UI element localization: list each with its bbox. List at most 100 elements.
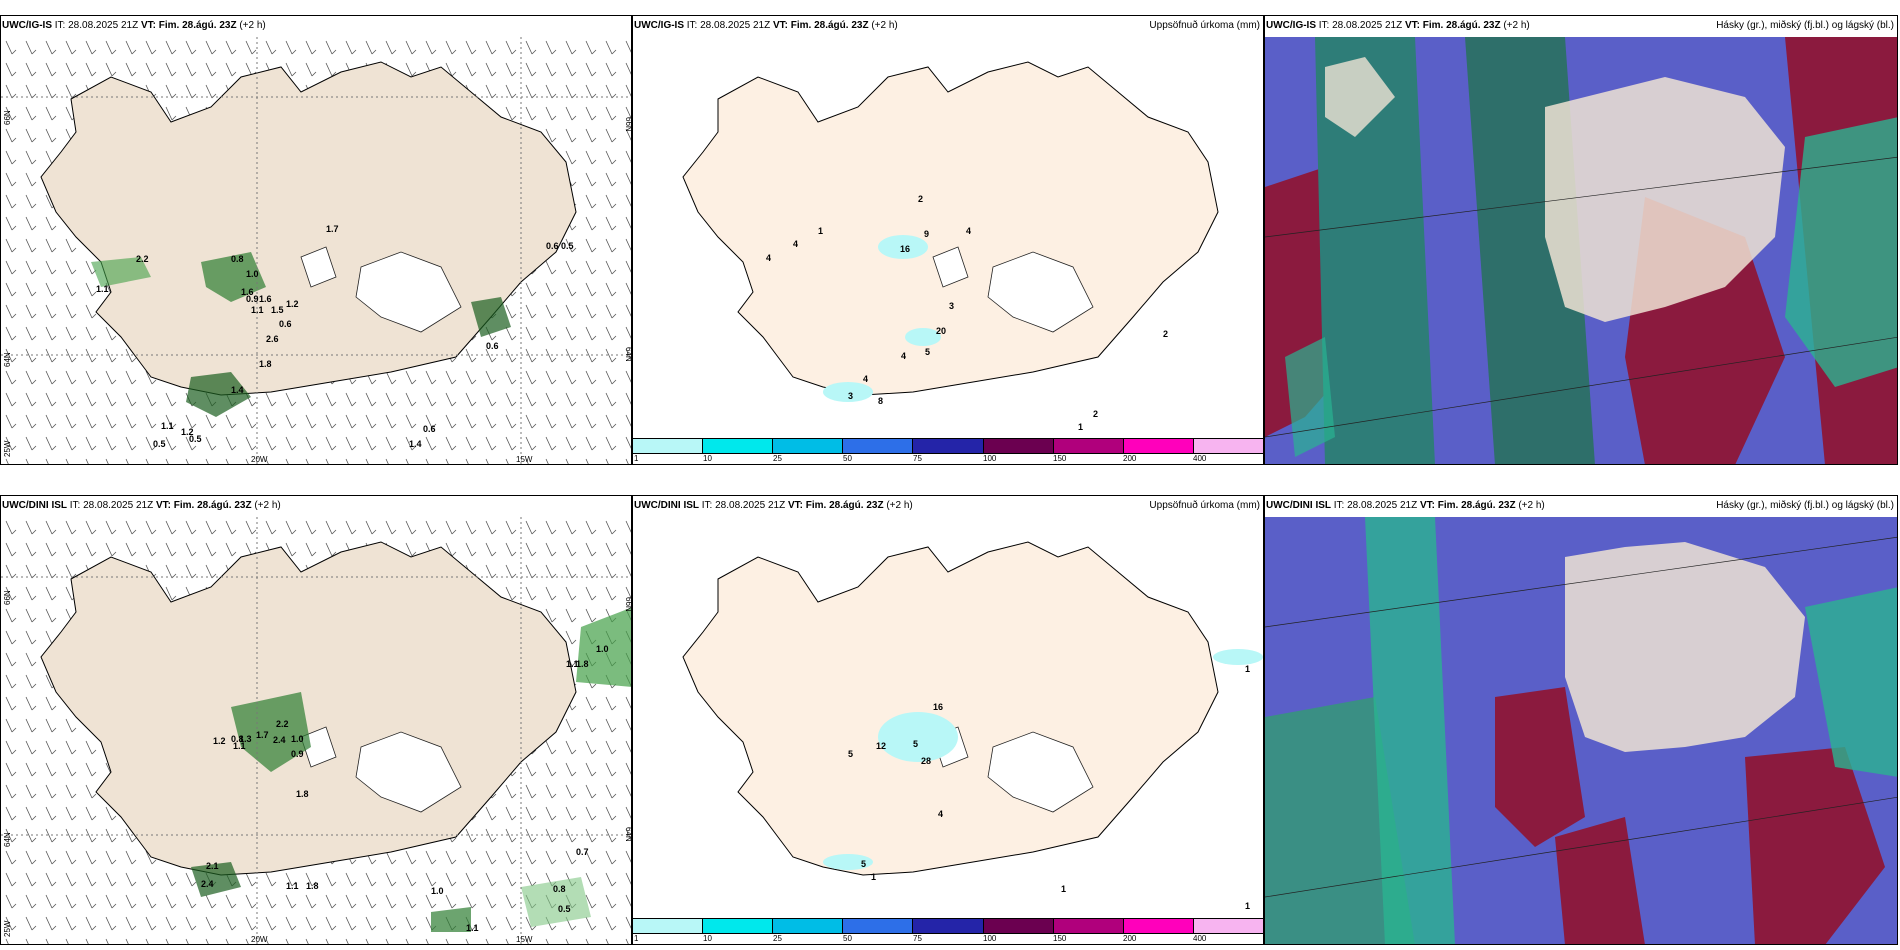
precip-label: 3 (949, 301, 954, 311)
precip-label: 1 (818, 226, 823, 236)
precip-label: 9 (924, 229, 929, 239)
glacier (987, 251, 1094, 333)
precip-label: 4 (966, 226, 971, 236)
wind-label: 2.4 (273, 735, 286, 745)
lon-label: 20W (251, 455, 268, 464)
colorbar-label: 10 (703, 934, 712, 943)
lat-label: 64N (3, 832, 12, 847)
cloud-map-panel-row1: UWC/IG-IS IT: 28.08.2025 21Z VT: Fim. 28… (1264, 15, 1898, 465)
precip-label: 5 (913, 739, 918, 749)
precip-label: 20 (936, 326, 946, 336)
colorbar-swatch (843, 439, 914, 453)
colorbar-label: 100 (983, 454, 997, 463)
lat-label: 66N (624, 117, 632, 132)
wind-label: 0.6 (486, 341, 499, 351)
precip-legend-title: Uppsöfnuð úrkoma (mm) (1149, 500, 1260, 511)
wind-label: 2.2 (136, 254, 149, 264)
wind-label: 1.8 (259, 359, 272, 369)
wind-label: 0.6 (423, 424, 436, 434)
precip-label: 16 (933, 702, 943, 712)
wind-label: 0.5 (189, 434, 202, 444)
wind-map-panel-row2: UWC/DINI ISL IT: 28.08.2025 21Z VT: Fim.… (0, 495, 632, 945)
wind-label: 2.4 (201, 879, 214, 889)
precip-label: 1 (1245, 664, 1250, 674)
lon-label: 20W (251, 935, 268, 944)
wind-label: 2.1 (206, 861, 219, 871)
wind-label: 1.4 (231, 385, 244, 395)
precip-label: 1 (1061, 884, 1066, 894)
wind-label: 1.7 (326, 224, 339, 234)
colorbar-label: 10 (703, 454, 712, 463)
iceland-land (682, 61, 1219, 396)
precip-label: 2 (918, 194, 923, 204)
precip-label: 2 (1163, 329, 1168, 339)
colorbar-label: 75 (913, 454, 922, 463)
glacier (355, 731, 462, 813)
precip-label: 5 (861, 859, 866, 869)
wind-label: 1.2 (213, 736, 226, 746)
colorbar-swatch (913, 919, 984, 933)
panel-title: UWC/IG-IS IT: 28.08.2025 21Z VT: Fim. 28… (634, 20, 898, 31)
colorbar-swatch (843, 919, 914, 933)
wind-label: 1.1 (566, 659, 579, 669)
precip-label: 12 (876, 741, 886, 751)
colorbar-swatch (983, 919, 1054, 933)
wind-label: 0.8 (231, 254, 244, 264)
colorbar-swatch (773, 919, 844, 933)
precip-blob (201, 252, 266, 302)
precip-colorbar (633, 918, 1263, 934)
precip-label: 4 (793, 239, 798, 249)
precip-label: 5 (925, 347, 930, 357)
precip-map-panel-row2: UWC/DINI ISL IT: 28.08.2025 21Z VT: Fim.… (632, 495, 1264, 945)
wind-label: 1.1 (161, 421, 174, 431)
colorbar-label: 25 (773, 454, 782, 463)
wind-label: 0.5 (558, 904, 571, 914)
wind-label: 1.1 (233, 741, 246, 751)
panel-title: UWC/DINI ISL IT: 28.08.2025 21Z VT: Fim.… (2, 500, 281, 511)
wind-label: 1.5 (271, 305, 284, 315)
lat-label: 64N (3, 352, 12, 367)
precip-label: 4 (938, 809, 943, 819)
wind-label: 0.9 (246, 294, 259, 304)
colorbar-label: 200 (1123, 454, 1137, 463)
precip-legend-title: Uppsöfnuð úrkoma (mm) (1149, 20, 1260, 31)
precip-blob (186, 372, 251, 417)
glacier (355, 251, 462, 333)
wind-label: 1.4 (409, 439, 422, 449)
cloud-legend-title: Hásky (gr.), miðský (fj.bl.) og lágský (… (1716, 20, 1894, 31)
wind-label: 1.6 (241, 287, 254, 297)
colorbar-label: 25 (773, 934, 782, 943)
colorbar-label: 50 (843, 934, 852, 943)
colorbar-swatch (913, 439, 984, 453)
colorbar-swatch (633, 919, 704, 933)
wind-label: 2.6 (266, 334, 279, 344)
colorbar-swatch (1123, 919, 1194, 933)
iceland-land (682, 541, 1219, 876)
wind-label: 1.8 (296, 789, 309, 799)
panel-title: UWC/IG-IS IT: 28.08.2025 21Z VT: Fim. 28… (1266, 20, 1530, 31)
lat-label: 25W (3, 920, 12, 937)
panel-title: UWC/DINI ISL IT: 28.08.2025 21Z VT: Fim.… (634, 500, 913, 511)
glacier (300, 246, 337, 288)
glacier (987, 731, 1094, 813)
wind-label: 1.1 (286, 881, 299, 891)
wind-label: 0.6 (279, 319, 292, 329)
wind-label: 0.7 (576, 847, 589, 857)
precip-label: 3 (848, 391, 853, 401)
wind-label: 1.6 (259, 294, 272, 304)
colorbar-swatch (1123, 439, 1194, 453)
wind-label: 1.2 (181, 427, 194, 437)
precip-label: 8 (878, 396, 883, 406)
glacier (932, 246, 969, 288)
colorbar-label: 100 (983, 934, 997, 943)
wind-label: 0.9 (291, 749, 304, 759)
precip-label: 4 (766, 253, 771, 263)
precip-label: 4 (901, 351, 906, 361)
precip-blob (191, 862, 241, 897)
wind-label: 1.8 (576, 659, 589, 669)
wind-label: 1.0 (596, 644, 609, 654)
precip-blob (521, 877, 591, 927)
precip-label: 1 (1078, 422, 1083, 432)
colorbar-swatch (1193, 919, 1263, 933)
colorbar-swatch (703, 439, 774, 453)
